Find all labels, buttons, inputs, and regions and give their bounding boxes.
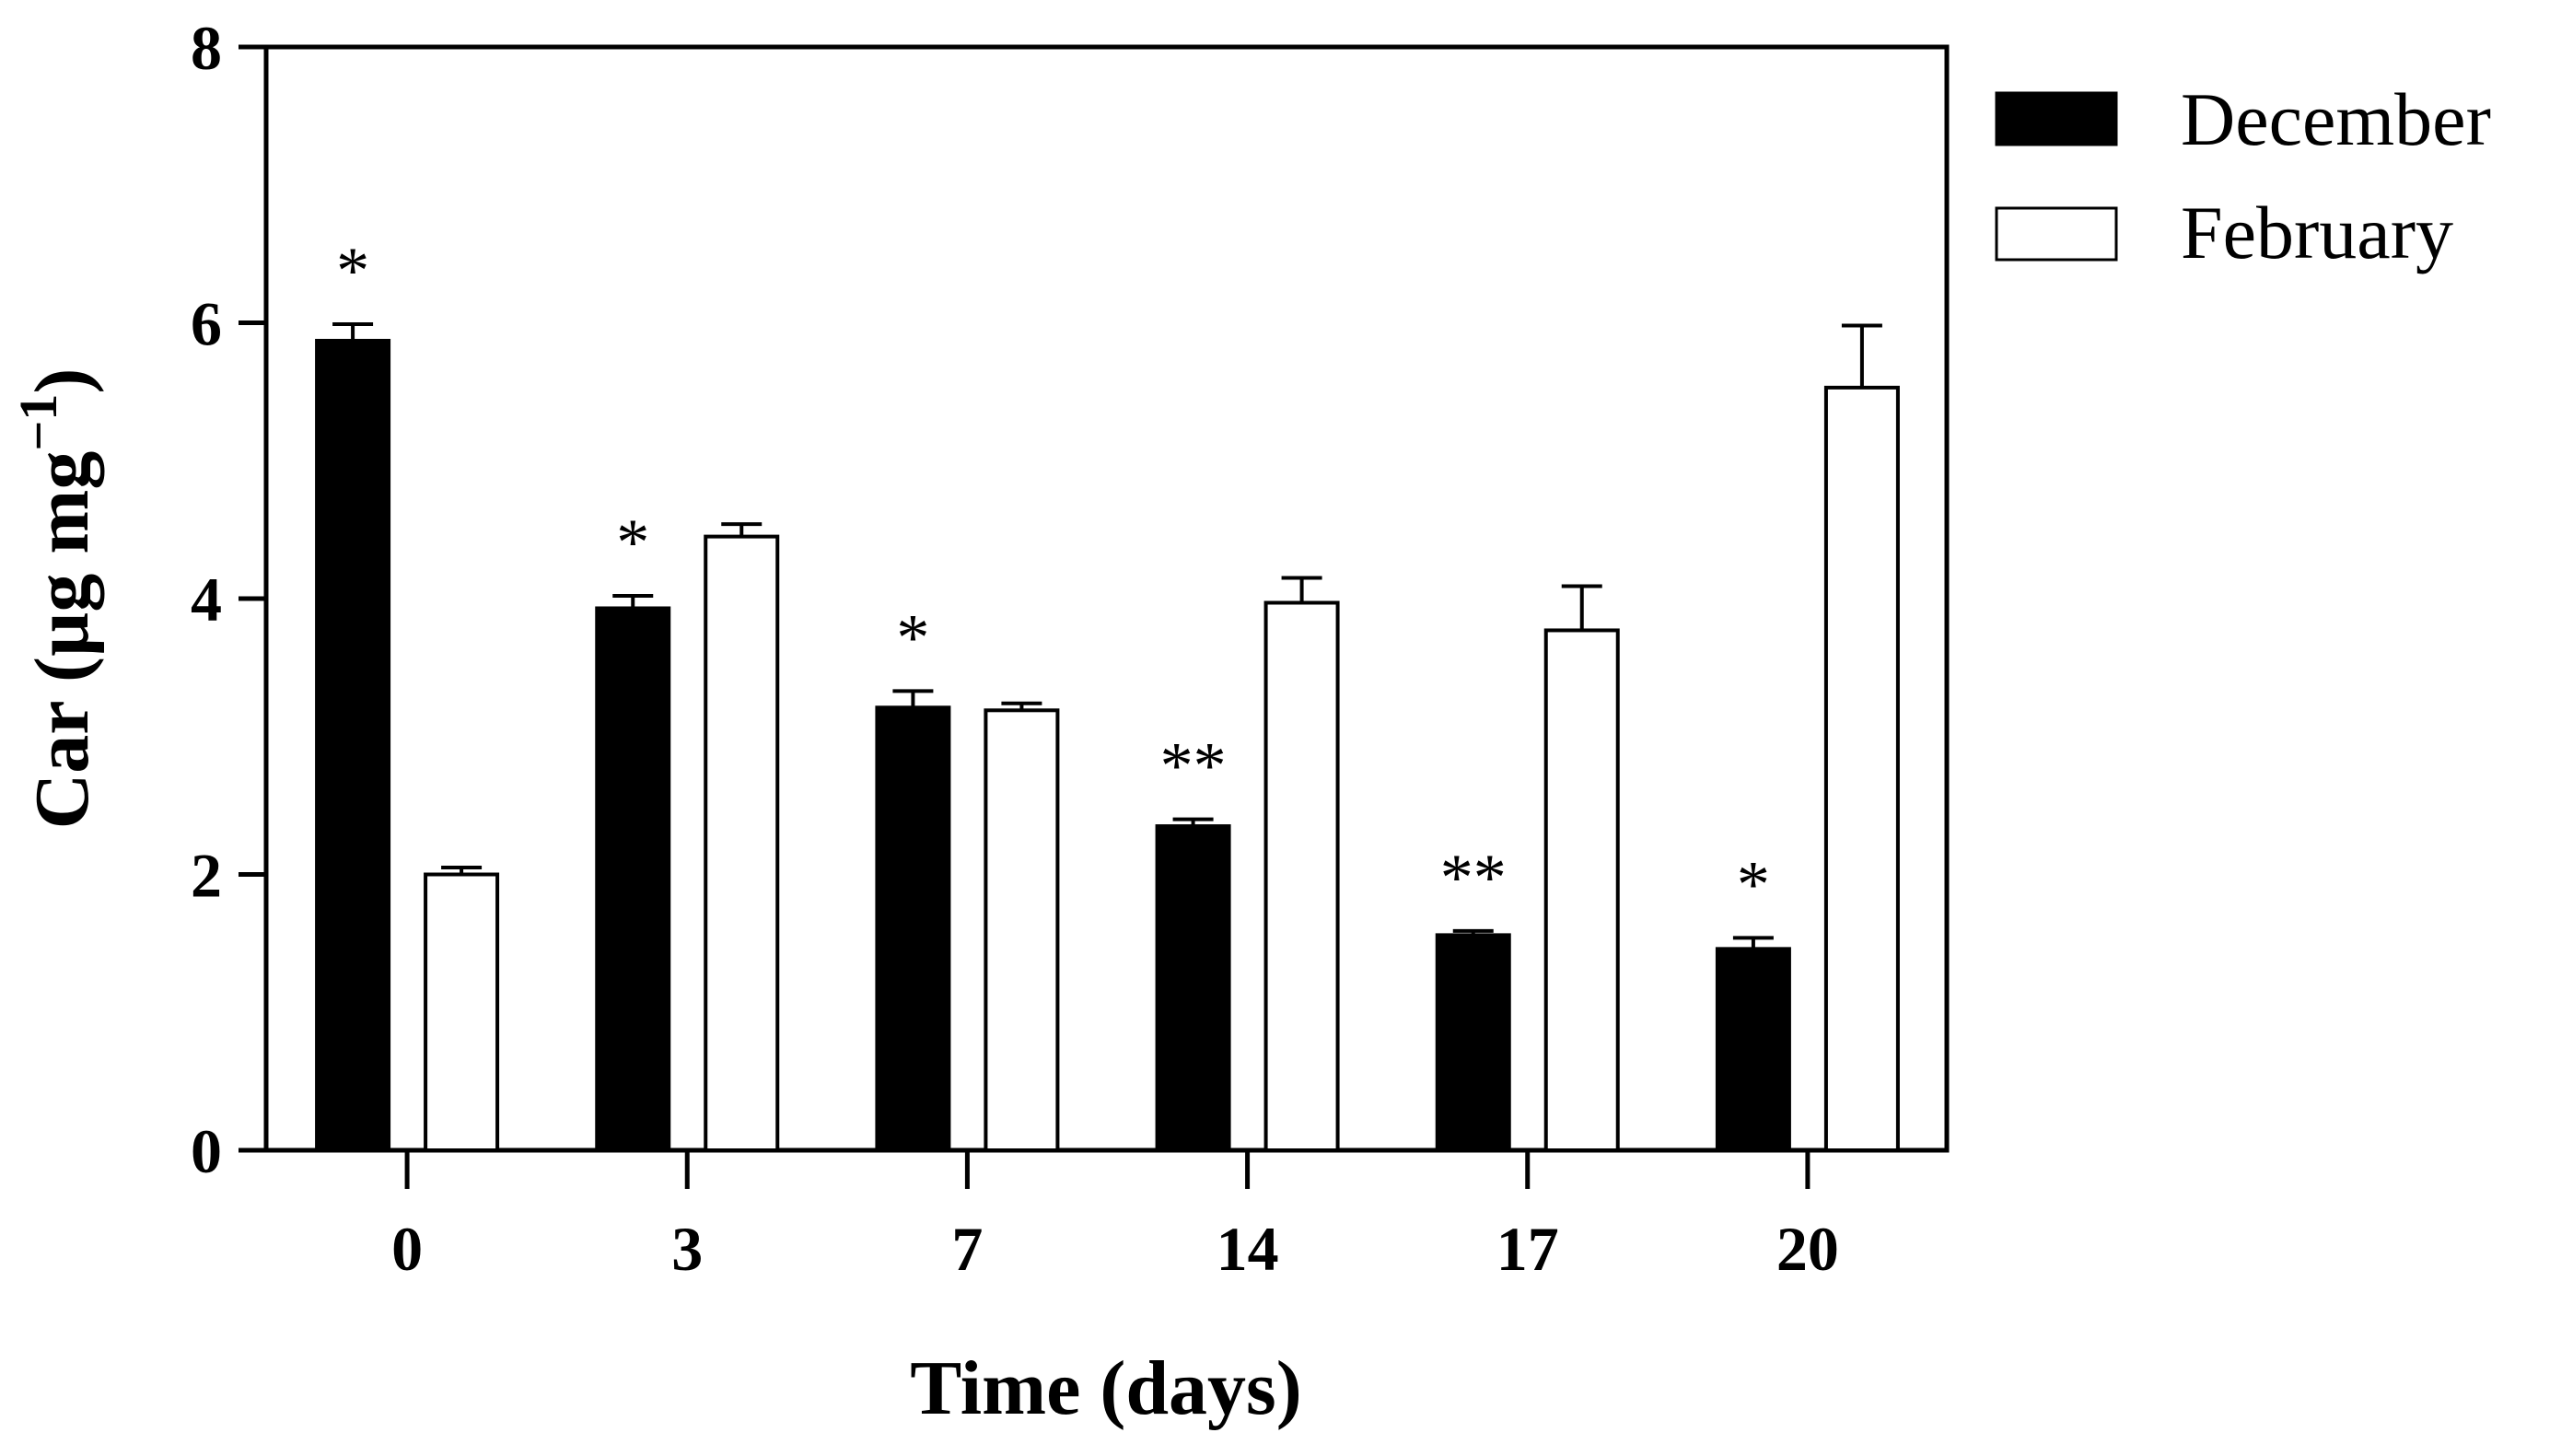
x-tick-label: 0 — [391, 1214, 423, 1284]
legend-swatch-december — [1995, 91, 2118, 146]
x-tick-label: 14 — [1217, 1214, 1279, 1284]
significance-marker: * — [1737, 847, 1770, 921]
significance-layer: ******* * — [336, 234, 1770, 921]
x-tick-label: 7 — [951, 1214, 983, 1284]
bar-february-day-0 — [424, 872, 500, 1152]
bar-february-day-7 — [984, 708, 1060, 1152]
x-tick-label: 20 — [1776, 1214, 1839, 1284]
y-axis-title: Car (µg mg−1) — [8, 368, 105, 830]
y-axis-title-main: Car (µg mg — [19, 451, 105, 830]
bar-december-day-0 — [315, 338, 391, 1152]
significance-marker: ** — [1160, 729, 1227, 803]
bar-december-day-20 — [1715, 947, 1791, 1152]
legend-label-december: December — [2181, 77, 2491, 161]
bar-february-day-20 — [1823, 385, 1900, 1152]
legend-swatch-february — [1995, 206, 2118, 262]
significance-marker: * — [336, 234, 369, 308]
bar-february-day-14 — [1263, 600, 1340, 1152]
x-tick-label: 3 — [671, 1214, 703, 1284]
bar-february-day-17 — [1543, 628, 1620, 1152]
y-axis: 0 2 4 6 8 — [191, 13, 266, 1186]
y-tick-label: 0 — [191, 1116, 222, 1186]
error-bars-layer — [332, 321, 1882, 949]
significance-marker: ** — [1440, 841, 1507, 914]
y-tick-label: 4 — [191, 565, 222, 635]
y-axis-title-suffix: ) — [19, 368, 105, 394]
legend: December February — [1995, 77, 2491, 274]
y-tick-label: 8 — [191, 13, 222, 83]
x-axis: 0 3 7 14 17 20 — [391, 1150, 1839, 1284]
bar-december-day-7 — [875, 705, 951, 1152]
bar-december-day-14 — [1155, 824, 1231, 1153]
bar-february-day-3 — [704, 534, 780, 1152]
y-tick-label: 2 — [191, 841, 222, 911]
bars-layer — [315, 338, 1900, 1153]
y-axis-title-superscript: −1 — [8, 394, 68, 451]
plot-frame — [263, 44, 1950, 1153]
y-tick-label: 6 — [191, 289, 222, 359]
significance-marker: * — [896, 600, 929, 674]
x-axis-title: Time (days) — [910, 1345, 1301, 1431]
legend-label-february: February — [2181, 191, 2453, 274]
significance-marker: * — [616, 506, 649, 579]
x-tick-label: 17 — [1496, 1214, 1559, 1284]
bar-december-day-17 — [1435, 933, 1511, 1153]
plot-area — [263, 44, 1950, 1153]
bar-december-day-3 — [595, 606, 671, 1152]
